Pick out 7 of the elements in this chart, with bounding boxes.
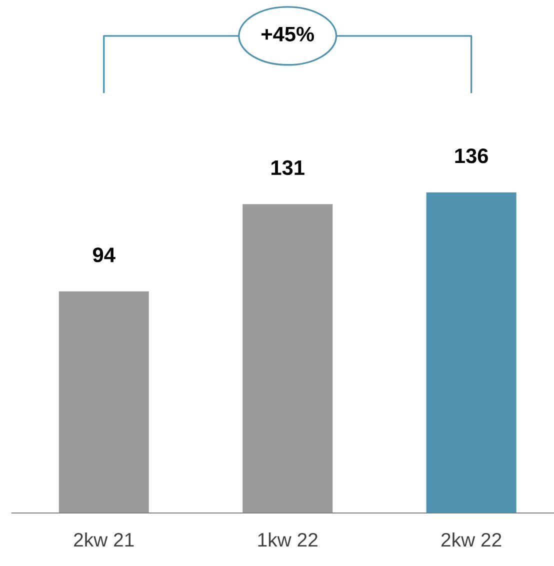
data-label: 136 (455, 148, 488, 164)
x-tick-label: 1kw 22 (258, 532, 318, 547)
x-tick-label: 2kw 22 (442, 532, 502, 547)
text: +45% (262, 26, 314, 42)
x-tick-label: 2kw 21 (74, 532, 134, 547)
data-label: 131 (272, 160, 304, 176)
data-label: 94 (93, 248, 116, 262)
